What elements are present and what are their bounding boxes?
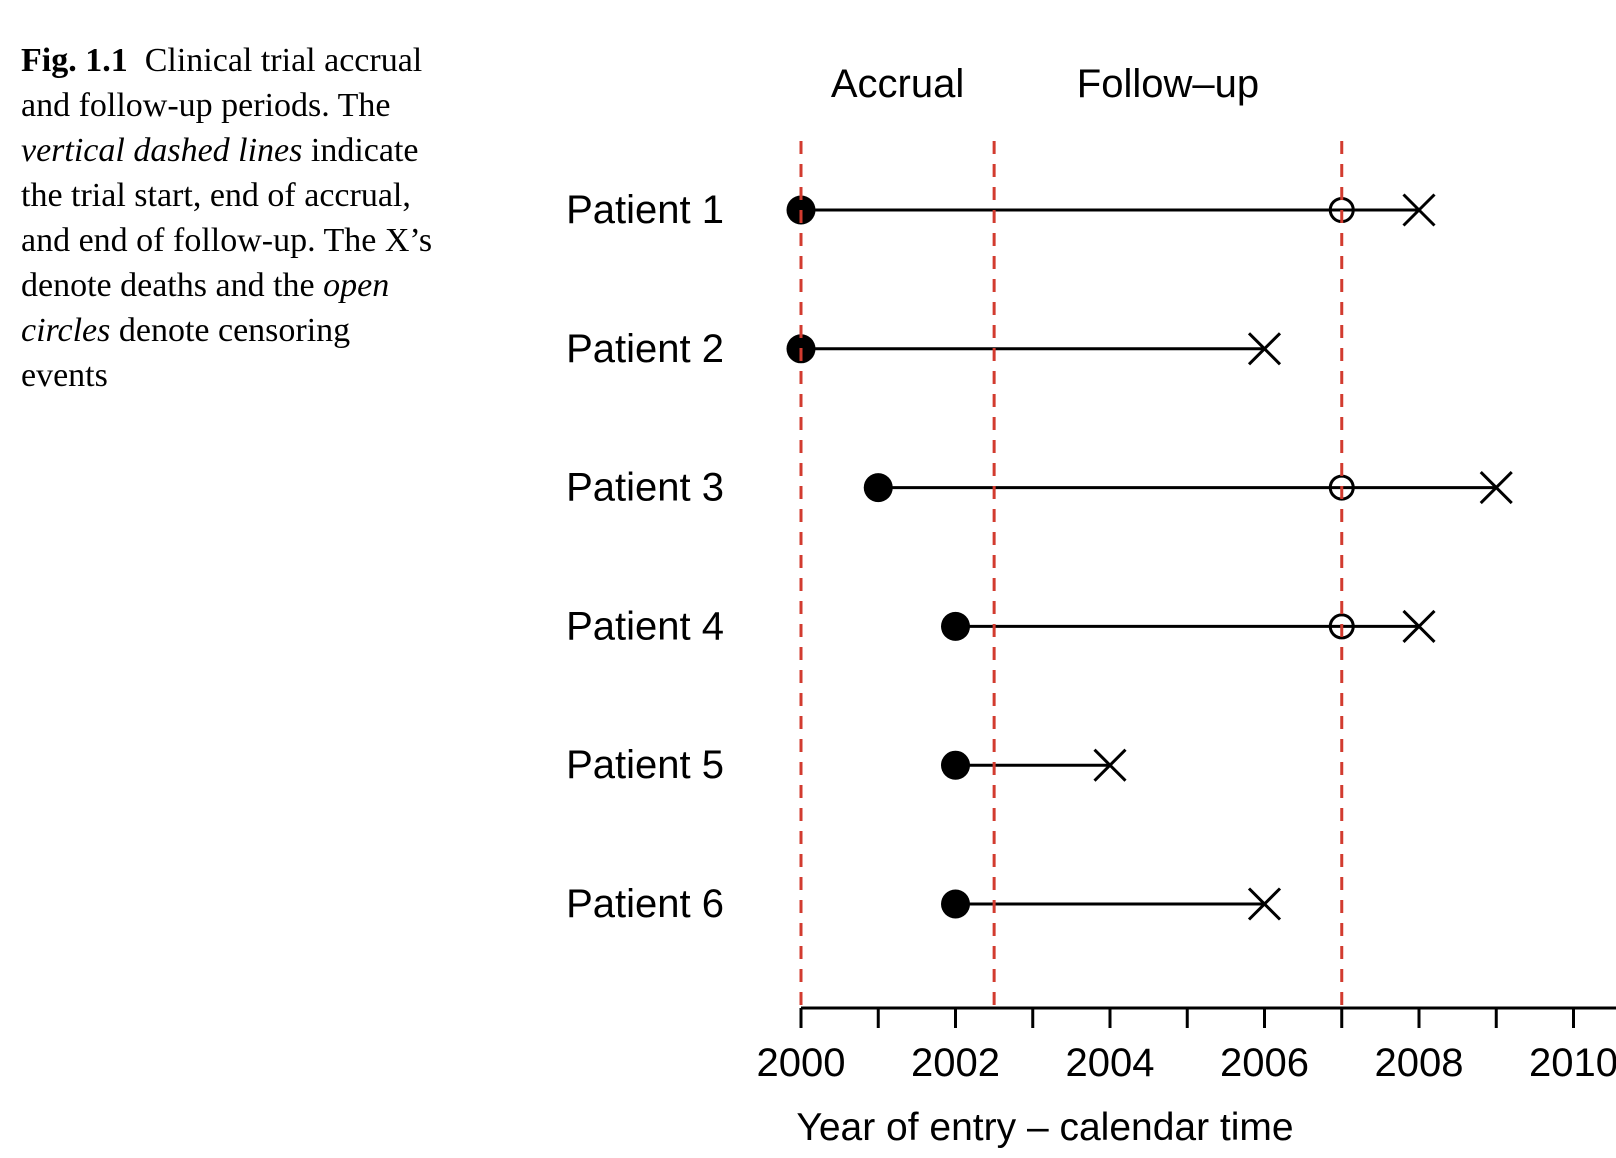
patient-row: Patient 1 bbox=[566, 188, 1436, 232]
caption-text-run: indicate bbox=[302, 132, 419, 169]
caption-line: Fig. 1.1 Clinical trial accrual bbox=[21, 38, 541, 83]
tick-label: 2008 bbox=[1375, 1041, 1464, 1085]
caption-text-run: denote deaths and the bbox=[21, 267, 324, 304]
caption-line: and end of follow-up. The X’s bbox=[21, 218, 541, 263]
caption-line: the trial start, end of accrual, bbox=[21, 173, 541, 218]
caption-line: events bbox=[21, 353, 541, 398]
tick-label: 2002 bbox=[911, 1041, 1000, 1085]
patient-label: Patient 1 bbox=[566, 188, 724, 232]
patient-row: Patient 5 bbox=[566, 743, 1127, 787]
caption-line: vertical dashed lines indicate bbox=[21, 128, 541, 173]
patient-row: Patient 3 bbox=[566, 466, 1513, 510]
entry-dot bbox=[941, 611, 970, 641]
entry-dot bbox=[941, 750, 970, 780]
caption-text-run: Clinical trial accrual bbox=[127, 42, 423, 79]
patient-label: Patient 3 bbox=[566, 466, 724, 510]
tick-label: 2010 bbox=[1529, 1041, 1616, 1085]
patient-row: Patient 2 bbox=[566, 327, 1282, 371]
patient-label: Patient 6 bbox=[566, 882, 724, 926]
patient-label: Patient 4 bbox=[566, 604, 724, 648]
patient-row: Patient 6 bbox=[566, 882, 1282, 926]
tick-label: 2000 bbox=[757, 1041, 846, 1085]
entry-dot bbox=[863, 473, 893, 503]
death-x-marker bbox=[1247, 332, 1282, 366]
tick-label: 2006 bbox=[1220, 1041, 1309, 1085]
caption-text-run: vertical dashed lines bbox=[21, 132, 303, 169]
figure-caption: Fig. 1.1 Clinical trial accrual and follo… bbox=[21, 38, 541, 398]
x-axis-title: Year of entry – calendar time bbox=[796, 1106, 1293, 1149]
caption-text-run: circles bbox=[21, 312, 111, 349]
death-x-marker bbox=[1402, 609, 1436, 643]
caption-line: and follow-up periods. The bbox=[21, 83, 541, 128]
region-label-accrual: Accrual bbox=[831, 62, 964, 106]
death-x-marker bbox=[1247, 887, 1282, 921]
patient-label: Patient 2 bbox=[566, 327, 724, 371]
patient-label: Patient 5 bbox=[566, 743, 724, 787]
patient-row: Patient 4 bbox=[566, 604, 1436, 648]
caption-text-run: the trial start, end of accrual, bbox=[21, 177, 411, 214]
caption-text-run: Fig. 1.1 bbox=[21, 42, 128, 79]
death-x-marker bbox=[1479, 471, 1513, 505]
caption-text-run: denote censoring bbox=[110, 312, 351, 349]
caption-text-run: and follow-up periods. The bbox=[21, 87, 391, 124]
caption-line: circles denote censoring bbox=[21, 308, 541, 353]
entry-dot bbox=[941, 889, 970, 919]
death-x-marker bbox=[1093, 748, 1127, 782]
censor-open-circle bbox=[1328, 613, 1355, 640]
censor-open-circle bbox=[1328, 474, 1355, 501]
caption-text-run: open bbox=[323, 267, 390, 304]
caption-line: denote deaths and the open bbox=[21, 263, 541, 308]
caption-text-run: and end of follow-up. The X’s bbox=[21, 222, 433, 259]
tick-label: 2004 bbox=[1066, 1041, 1155, 1085]
x-axis: 2000 2002 2004 2006 2008 2010 Year of entry – … bbox=[757, 1006, 1616, 1149]
death-x-marker bbox=[1402, 193, 1436, 227]
caption-text-run: events bbox=[21, 357, 108, 394]
region-label-follow-up: Follow–up bbox=[1077, 62, 1259, 106]
